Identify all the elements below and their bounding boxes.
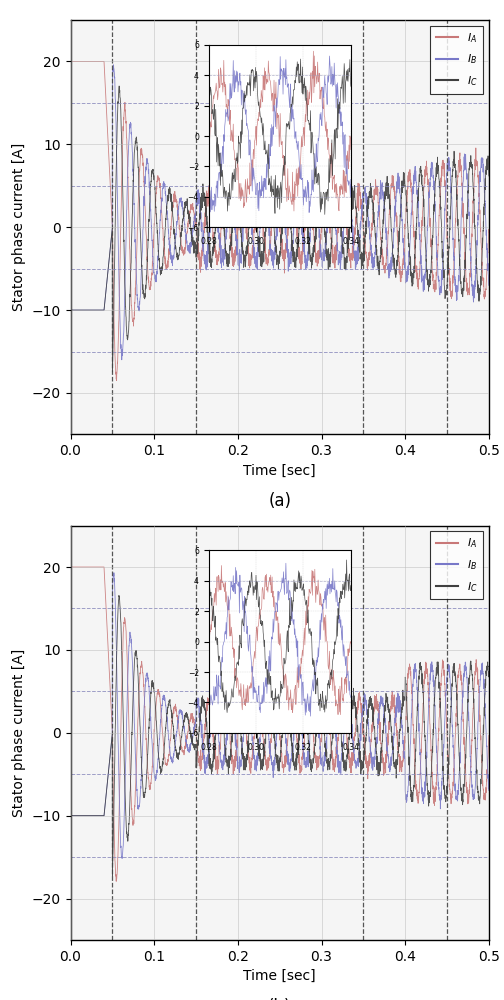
X-axis label: Time [sec]: Time [sec] xyxy=(243,464,316,478)
Text: (a): (a) xyxy=(268,492,291,510)
Text: (b): (b) xyxy=(268,998,291,1000)
Y-axis label: Stator phase current [A]: Stator phase current [A] xyxy=(12,649,26,817)
Legend: $I_A$, $I_B$, $I_C$: $I_A$, $I_B$, $I_C$ xyxy=(430,531,483,599)
Y-axis label: Stator phase current [A]: Stator phase current [A] xyxy=(12,143,26,311)
Legend: $I_A$, $I_B$, $I_C$: $I_A$, $I_B$, $I_C$ xyxy=(430,26,483,94)
X-axis label: Time [sec]: Time [sec] xyxy=(243,969,316,983)
